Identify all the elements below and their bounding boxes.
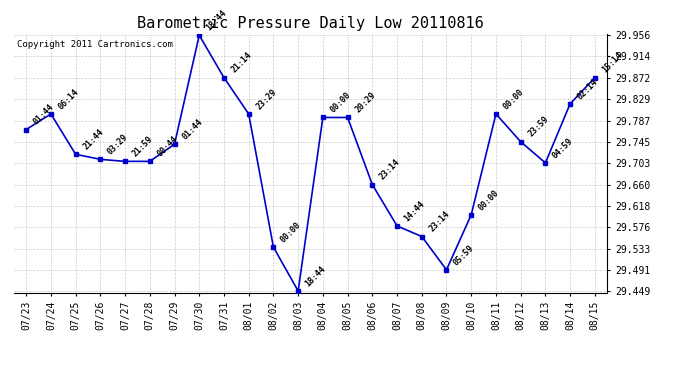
Text: 15:14: 15:14 [600,51,624,75]
Text: 21:44: 21:44 [81,128,105,152]
Text: 00:00: 00:00 [279,220,303,245]
Text: 20:29: 20:29 [353,91,377,115]
Text: 02:14: 02:14 [575,77,600,101]
Text: 21:59: 21:59 [130,135,155,159]
Text: 23:59: 23:59 [526,115,550,139]
Text: 23:29: 23:29 [254,87,278,111]
Text: 14:44: 14:44 [402,199,426,223]
Text: 04:59: 04:59 [551,136,575,160]
Text: 18:44: 18:44 [304,264,328,288]
Text: Copyright 2011 Cartronics.com: Copyright 2011 Cartronics.com [17,40,172,49]
Text: 00:44: 00:44 [155,135,179,159]
Text: 18:44: 18:44 [205,9,229,33]
Text: 23:14: 23:14 [427,210,451,234]
Text: 00:00: 00:00 [502,87,526,111]
Text: 00:00: 00:00 [328,91,353,115]
Text: 06:14: 06:14 [57,87,81,111]
Text: 23:14: 23:14 [378,158,402,182]
Title: Barometric Pressure Daily Low 20110816: Barometric Pressure Daily Low 20110816 [137,16,484,31]
Text: 05:59: 05:59 [452,243,476,267]
Text: 03:29: 03:29 [106,132,130,157]
Text: 00:00: 00:00 [477,188,501,212]
Text: 21:14: 21:14 [230,51,253,75]
Text: 01:44: 01:44 [180,117,204,141]
Text: 01:44: 01:44 [32,103,56,127]
